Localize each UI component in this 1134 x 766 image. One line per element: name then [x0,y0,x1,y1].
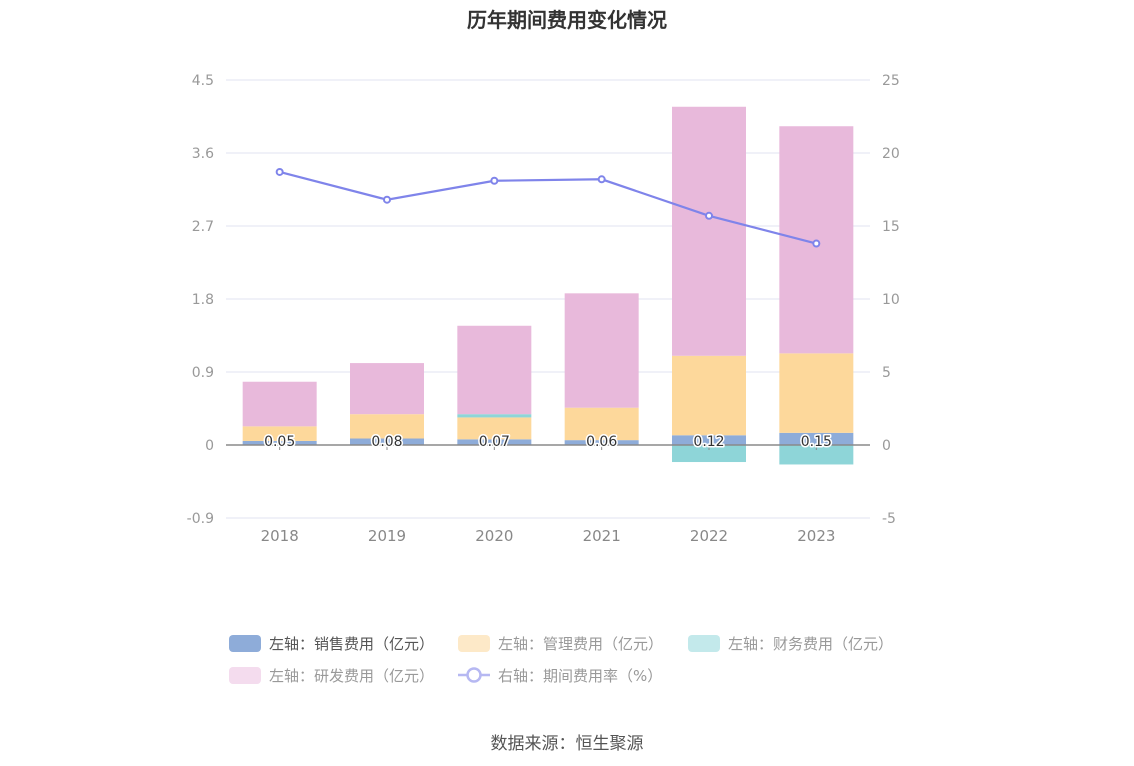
bar [564,293,639,408]
x-axis-tick-label: 2021 [583,527,621,545]
bar [242,381,317,427]
bar [672,435,746,445]
bar [457,417,532,440]
bar [779,353,854,433]
bar [457,439,532,445]
x-axis-tick-label: 2018 [261,527,299,545]
sales-value-label: 0.07 [479,434,510,450]
zero-axis [226,444,870,450]
legend-item[interactable]: 右轴：期间费用率（%） [458,667,662,685]
legend-swatch [229,667,261,684]
rate-point [812,239,821,248]
bar [457,414,532,418]
legend-item[interactable]: 左轴：研发费用（亿元） [229,667,434,685]
rate-point [275,167,284,176]
rate-line [279,170,817,245]
bar [779,445,854,465]
legend-item[interactable]: 左轴：销售费用（亿元） [229,635,434,653]
left-axis-tick-label: 3.6 [192,146,214,162]
right-axis-tick-label: 25 [882,73,900,89]
x-axis-tick-label: 2022 [690,527,728,545]
rate-point [597,175,606,184]
bar [672,445,746,463]
right-axis-tick-label: 0 [882,438,891,454]
x-axis-tick-label: 2019 [368,527,406,545]
right-axis: 25 20 15 10 5 0 -5 [882,73,900,527]
bar [564,407,639,441]
legend-item[interactable]: 左轴：管理费用（亿元） [458,635,663,653]
legend-swatch [688,635,720,652]
chart-title: 历年期间费用变化情况 [467,8,667,32]
bar [672,106,746,356]
x-axis-tick-label: 2023 [797,527,835,545]
legend-label: 左轴：财务费用（亿元） [728,635,893,653]
data-labels: 0.05 0.08 0.07 0.06 0.12 0.15 [263,433,834,452]
legend-item[interactable]: 左轴：财务费用（亿元） [688,635,893,653]
bar [350,363,424,415]
x-axis: 2018 2019 2020 2021 2022 2023 [261,527,836,545]
sales-value-label: 0.05 [264,434,295,450]
rate-point [705,211,713,220]
left-axis-tick-label: -0.9 [187,511,214,527]
right-axis-tick-label: 5 [882,365,891,381]
legend-swatch [229,635,261,652]
line-series [275,167,821,248]
left-axis-tick-label: 1.8 [192,292,214,308]
left-axis: 4.5 3.6 2.7 1.8 0.9 0 -0.9 [187,73,214,527]
grid-lines [226,79,870,519]
legend-line-marker [466,667,482,683]
bar [350,414,424,439]
bar [672,355,746,436]
sales-value-label: 0.15 [801,434,832,450]
legend-label: 左轴：销售费用（亿元） [269,635,434,653]
left-axis-tick-label: 0.9 [192,365,214,381]
sales-value-label: 0.12 [693,434,724,450]
legend-label: 左轴：研发费用（亿元） [269,667,434,685]
bar [242,426,317,441]
bar-series [242,106,854,465]
bar [779,432,854,445]
rate-point [383,195,391,204]
bar [350,438,424,445]
legend-swatch [458,635,490,652]
left-axis-tick-label: 4.5 [192,73,214,89]
left-axis-tick-label: 0 [205,438,214,454]
bar [457,325,532,415]
bar [564,440,639,445]
right-axis-tick-label: 20 [882,146,900,162]
legend-label: 右轴：期间费用率（%） [498,667,662,685]
data-source: 数据来源：恒生聚源 [490,734,644,754]
right-axis-tick-label: -5 [882,511,896,527]
sales-value-label: 0.08 [371,434,402,450]
bar [242,440,317,445]
left-axis-tick-label: 2.7 [192,219,214,235]
legend: 左轴：销售费用（亿元） 左轴：管理费用（亿元） 左轴：财务费用（亿元） 左轴：研发费用… [229,635,893,685]
right-axis-tick-label: 15 [882,219,900,235]
x-axis-tick-label: 2020 [475,527,513,545]
sales-value-label: 0.06 [586,434,617,450]
right-axis-tick-label: 10 [882,292,900,308]
legend-label: 左轴：管理费用（亿元） [498,635,663,653]
rate-point [490,176,499,185]
